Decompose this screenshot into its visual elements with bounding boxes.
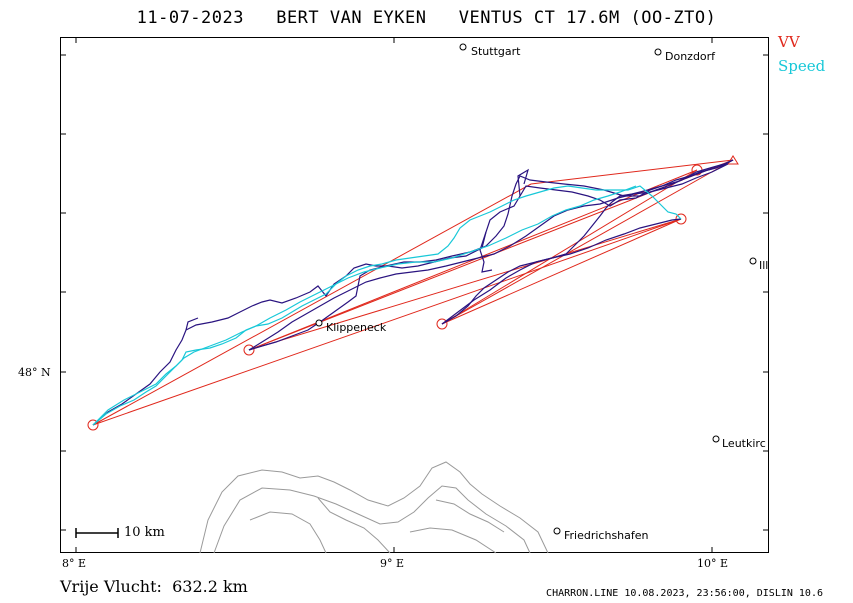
place-label-friedrichshafen: Friedrichshafen [564,529,649,542]
legend-speed: Speed [778,57,826,75]
task-legs [92,159,734,426]
place-label-leutkirc: Leutkirc [722,437,766,450]
terrain-outline [199,461,549,554]
credits-line: CHARRON.LINE 10.08.2023, 23:56:00, DISLI… [546,588,823,599]
ill-marker [749,257,757,265]
legend-vv: VV [778,33,800,51]
scale-label: 10 km [124,525,165,540]
page-title: 11-07-2023 BERT VAN EYKEN VENTUS CT 17.6… [0,8,853,28]
place-label-stuttgart: Stuttgart [471,45,521,58]
place-label-ill: Ill [759,259,769,272]
lat-label-48n: 48° N [18,366,51,379]
axis-ticks [60,37,769,553]
title-glider: VENTUS CT 17.6M (OO-ZTO) [458,8,717,28]
flight-track [92,159,734,426]
donzdorf-marker [654,48,662,56]
klippeneck-marker [315,319,323,327]
distance-summary: Vrije Vlucht: 632.2 km [60,577,248,596]
leutkirc-marker [712,435,720,443]
lon-label-8e: 8° E [62,557,87,570]
place-label-donzdorf: Donzdorf [665,50,716,63]
lon-label-10e: 10° E [697,557,729,570]
place-markers [315,43,757,535]
title-date: 11-07-2023 [136,8,244,28]
scale-bar [75,528,119,538]
distance-label: Vrije Vlucht: [60,577,162,596]
title-pilot: BERT VAN EYKEN [276,8,427,28]
friedrichshafen-marker [553,527,561,535]
place-label-klippeneck: Klippeneck [326,321,387,334]
lon-label-9e: 9° E [380,557,405,570]
turnpoint-circles [87,155,739,431]
speed-track [92,185,682,426]
map-frame [60,37,769,553]
distance-value: 632.2 km [172,577,248,596]
stuttgart-marker [459,43,467,51]
